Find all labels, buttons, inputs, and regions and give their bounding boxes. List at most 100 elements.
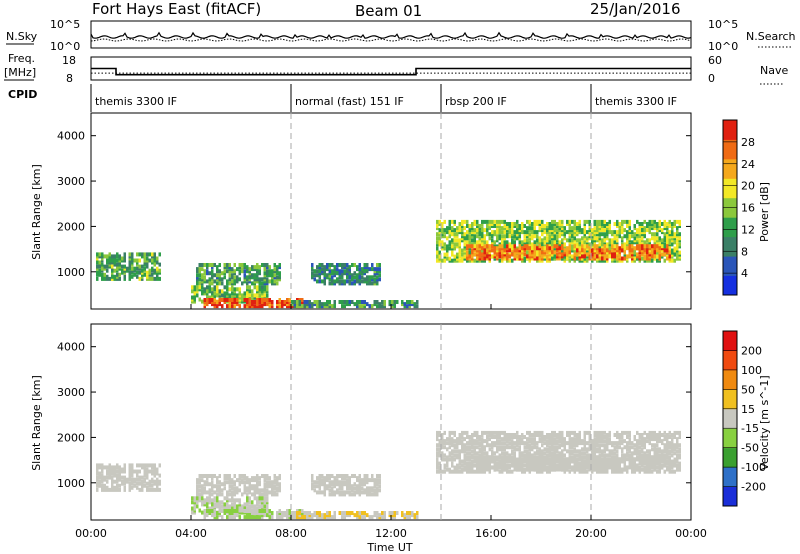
power-cell xyxy=(376,275,379,280)
velocity-cell xyxy=(441,443,444,448)
velocity-cell xyxy=(606,453,609,458)
power-cell xyxy=(268,279,271,284)
velocity-cell xyxy=(483,459,486,464)
velocity-cell xyxy=(661,449,664,454)
power-cell xyxy=(473,219,476,224)
velocity-cell xyxy=(473,455,476,460)
velocity-cell xyxy=(326,476,329,481)
power-cell xyxy=(191,289,194,294)
mode-label: themis 3300 IF xyxy=(95,95,177,108)
power-cell xyxy=(458,238,461,243)
power-cell xyxy=(593,219,596,224)
power-cell xyxy=(638,222,641,226)
velocity-cell xyxy=(486,459,489,464)
power-cell xyxy=(568,244,571,249)
velocity-cell xyxy=(211,480,214,485)
power-cell xyxy=(616,232,619,237)
power-cell xyxy=(456,232,459,237)
power-cell xyxy=(603,244,606,249)
velocity-cell xyxy=(413,513,416,518)
power-cell xyxy=(346,279,349,284)
velocity-cell xyxy=(501,451,504,456)
freq-label: Freq. xyxy=(8,52,35,65)
velocity-cell xyxy=(206,474,209,478)
power-cell xyxy=(213,285,216,290)
velocity-cell xyxy=(656,433,659,437)
velocity-cell xyxy=(333,511,336,515)
velocity-cell xyxy=(536,461,539,466)
velocity-cell xyxy=(103,477,106,482)
velocity-cell xyxy=(363,474,366,478)
velocity-cell xyxy=(486,443,489,448)
velocity-cell xyxy=(543,451,546,456)
power-cell xyxy=(678,256,681,261)
power-cell xyxy=(598,258,601,263)
power-cell xyxy=(156,260,159,265)
power-cell xyxy=(111,264,114,269)
velocity-cell xyxy=(198,496,201,501)
power-cell xyxy=(551,219,554,224)
velocity-cell xyxy=(476,445,479,450)
power-cell xyxy=(373,300,376,304)
velocity-cell xyxy=(583,439,586,444)
velocity-cell xyxy=(366,490,369,495)
velocity-cell xyxy=(671,443,674,448)
velocity-cell xyxy=(213,496,216,501)
velocity-cell xyxy=(261,509,264,513)
power-cell xyxy=(518,226,521,231)
velocity-cell xyxy=(276,511,279,515)
power-cell xyxy=(193,291,196,296)
power-cell xyxy=(651,250,654,255)
velocity-cell xyxy=(98,471,101,476)
power-cell xyxy=(438,254,441,259)
power-cell xyxy=(548,248,551,253)
velocity-cell xyxy=(216,511,219,515)
power-cell xyxy=(481,222,484,226)
velocity-cell xyxy=(478,463,481,468)
velocity-cell xyxy=(601,433,604,437)
power-cell xyxy=(606,254,609,259)
velocity-cell xyxy=(346,513,349,518)
velocity-cell xyxy=(498,465,501,470)
power-cell xyxy=(493,232,496,237)
power-cell xyxy=(336,279,339,284)
velocity-cell xyxy=(648,441,651,446)
power-cell xyxy=(253,304,256,309)
velocity-cell xyxy=(501,455,504,460)
power-cell xyxy=(596,236,599,241)
velocity-cell xyxy=(341,480,344,485)
velocity-cell xyxy=(438,447,441,452)
power-cell xyxy=(578,219,581,224)
velocity-cell xyxy=(221,515,224,520)
velocity-cell xyxy=(473,463,476,468)
power-cell xyxy=(626,240,629,245)
velocity-cell xyxy=(233,480,236,485)
velocity-cell xyxy=(511,469,514,474)
velocity-cell xyxy=(521,437,524,442)
velocity-cell xyxy=(213,513,216,518)
velocity-cell xyxy=(531,445,534,450)
velocity-cell xyxy=(506,455,509,460)
velocity-cell xyxy=(656,443,659,448)
velocity-cell xyxy=(673,443,676,448)
velocity-cell xyxy=(453,443,456,448)
power-cell xyxy=(661,252,664,257)
power-cell xyxy=(453,254,456,259)
power-cell xyxy=(578,222,581,226)
power-cell xyxy=(526,254,529,259)
velocity-cell xyxy=(611,467,614,472)
velocity-cell xyxy=(228,476,231,481)
power-cell xyxy=(468,234,471,239)
power-cell xyxy=(503,252,506,257)
power-cell xyxy=(618,228,621,233)
velocity-cell xyxy=(573,437,576,442)
velocity-cell xyxy=(348,490,351,495)
velocity-cell xyxy=(666,437,669,442)
velocity-cell xyxy=(598,437,601,442)
power-cell xyxy=(556,248,559,253)
power-cell xyxy=(451,246,454,251)
velocity-cell xyxy=(353,474,356,478)
power-cell xyxy=(543,230,546,235)
power-cell xyxy=(318,300,321,304)
power-cell xyxy=(218,269,221,274)
